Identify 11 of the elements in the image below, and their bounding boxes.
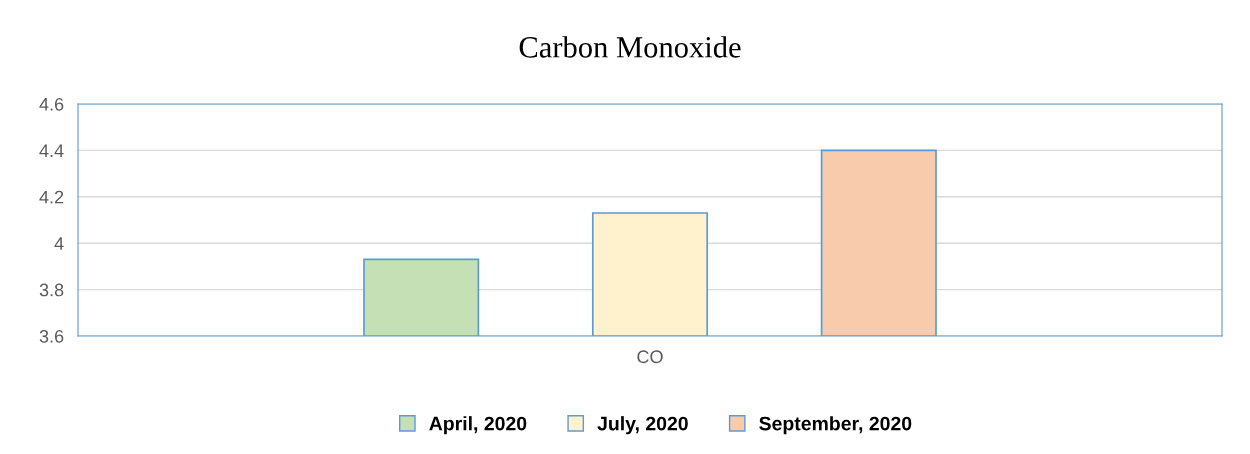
y-tick-label: 4 <box>54 237 64 250</box>
legend-label: April, 2020 <box>429 416 527 435</box>
y-tick-label: 4.6 <box>39 97 64 111</box>
legend-label: July, 2020 <box>597 416 688 435</box>
y-tick-label: 4.4 <box>39 144 64 157</box>
legend-label: September, 2020 <box>759 416 912 435</box>
y-tick-label: 3.6 <box>39 329 64 343</box>
chart-title: Carbon Monoxide <box>519 36 741 58</box>
y-tick-label: 4.2 <box>39 190 64 204</box>
y-tick-label: 3.8 <box>39 283 64 297</box>
x-tick-label: CO <box>637 350 663 364</box>
